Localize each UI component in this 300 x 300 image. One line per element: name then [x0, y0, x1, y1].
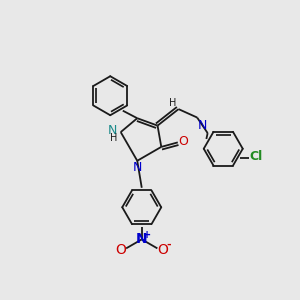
Text: H: H	[110, 133, 118, 142]
Text: N: N	[108, 124, 117, 137]
Text: Cl: Cl	[249, 151, 262, 164]
Text: H: H	[169, 98, 177, 108]
Text: O: O	[178, 135, 188, 148]
Text: N: N	[133, 161, 142, 174]
Text: O: O	[116, 243, 127, 257]
Text: N: N	[136, 232, 148, 246]
Text: O: O	[157, 243, 168, 257]
Text: +: +	[143, 230, 151, 240]
Text: N: N	[198, 119, 207, 132]
Text: -: -	[167, 240, 171, 250]
